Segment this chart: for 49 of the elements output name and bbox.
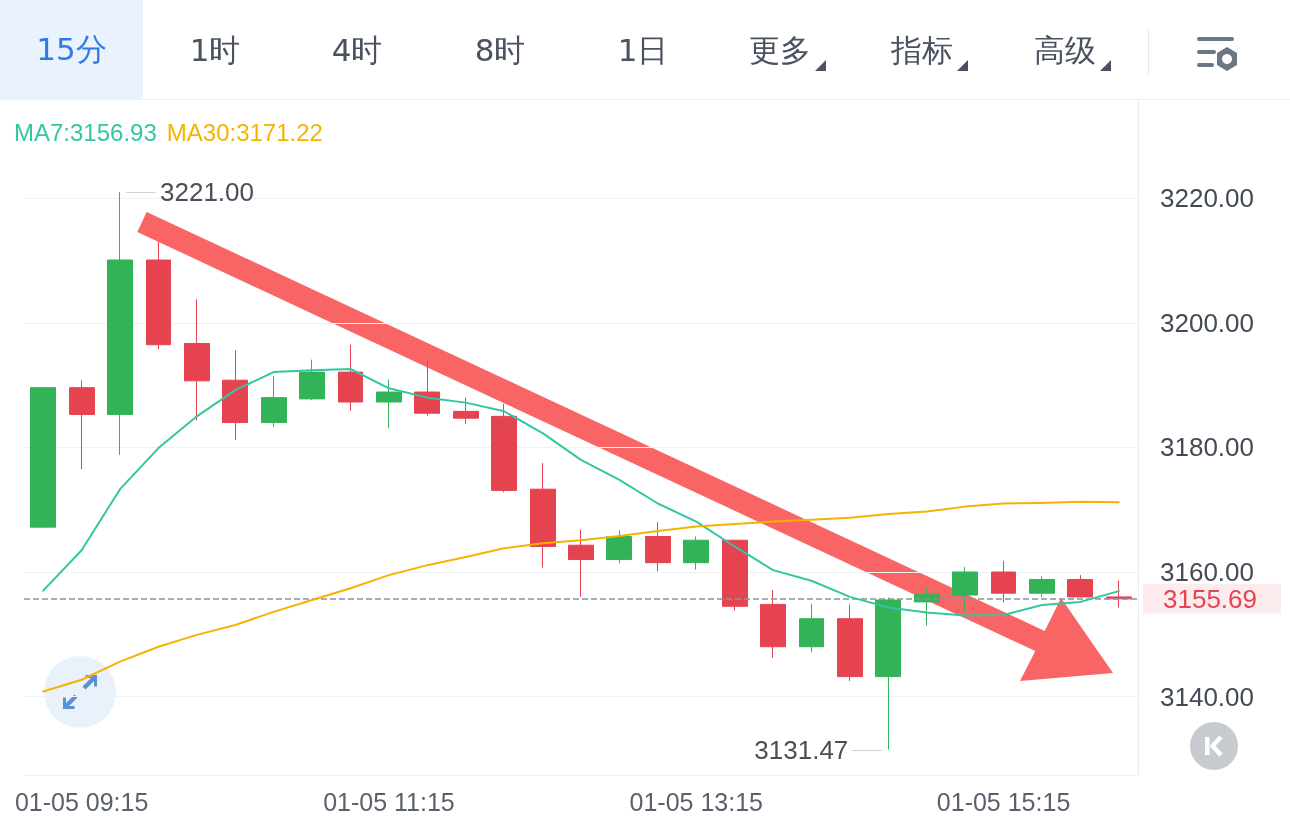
text: 高级 [1034, 31, 1096, 70]
x-tick-label: 01-05 11:15 [323, 787, 455, 816]
annotation: 3221.00 [160, 177, 255, 208]
line-series [42, 500, 1120, 693]
text: 1日 [617, 31, 669, 70]
x-tick-label: 01-05 09:15 [14, 787, 149, 816]
candlestick [799, 603, 824, 653]
candlestick [568, 529, 594, 598]
y-tick-label: 3140.00 [1160, 681, 1254, 712]
candlestick [491, 403, 517, 493]
candlestick [952, 566, 978, 612]
text: 15分 [0, 0, 143, 99]
candlestick [1067, 574, 1093, 599]
candlestick [683, 536, 709, 571]
candlestick [837, 603, 863, 682]
annotation: 3131.47 [754, 734, 849, 765]
x-tick-label: 01-05 15:15 [936, 787, 1071, 816]
candlestick [453, 397, 479, 425]
candlestick [69, 379, 95, 470]
text: 更多 [749, 31, 811, 70]
text: MA30:3171.22 [166, 119, 323, 146]
x-tick-label: 01-05 13:15 [629, 787, 763, 816]
line-series [42, 368, 1120, 617]
text: MA7:3156.93 [14, 119, 157, 146]
candlestick [530, 462, 556, 569]
candlestick [299, 359, 325, 401]
candlestick [184, 298, 210, 422]
candlestick [414, 360, 440, 417]
candlestick [30, 387, 56, 528]
text: 1时 [189, 31, 241, 70]
candlestick [376, 379, 402, 429]
candlestick [222, 349, 248, 441]
candlestick [606, 529, 632, 564]
candlestick [107, 191, 133, 456]
candlestick [875, 597, 901, 751]
text: 指标 [891, 31, 953, 70]
candlestick [1029, 575, 1055, 598]
candlestick [722, 539, 748, 612]
text: 4时 [331, 31, 383, 70]
candlestick [760, 589, 786, 659]
candlestick [338, 344, 363, 412]
candlestick [261, 375, 287, 428]
y-tick-label: 3220.00 [1160, 183, 1254, 214]
candlestick [146, 240, 171, 350]
y-tick-label: 3180.00 [1160, 432, 1254, 463]
text: 8时 [474, 31, 526, 70]
candlestick [991, 560, 1016, 604]
candlestick [645, 521, 671, 572]
y-tick-label: 3200.00 [1160, 307, 1254, 338]
